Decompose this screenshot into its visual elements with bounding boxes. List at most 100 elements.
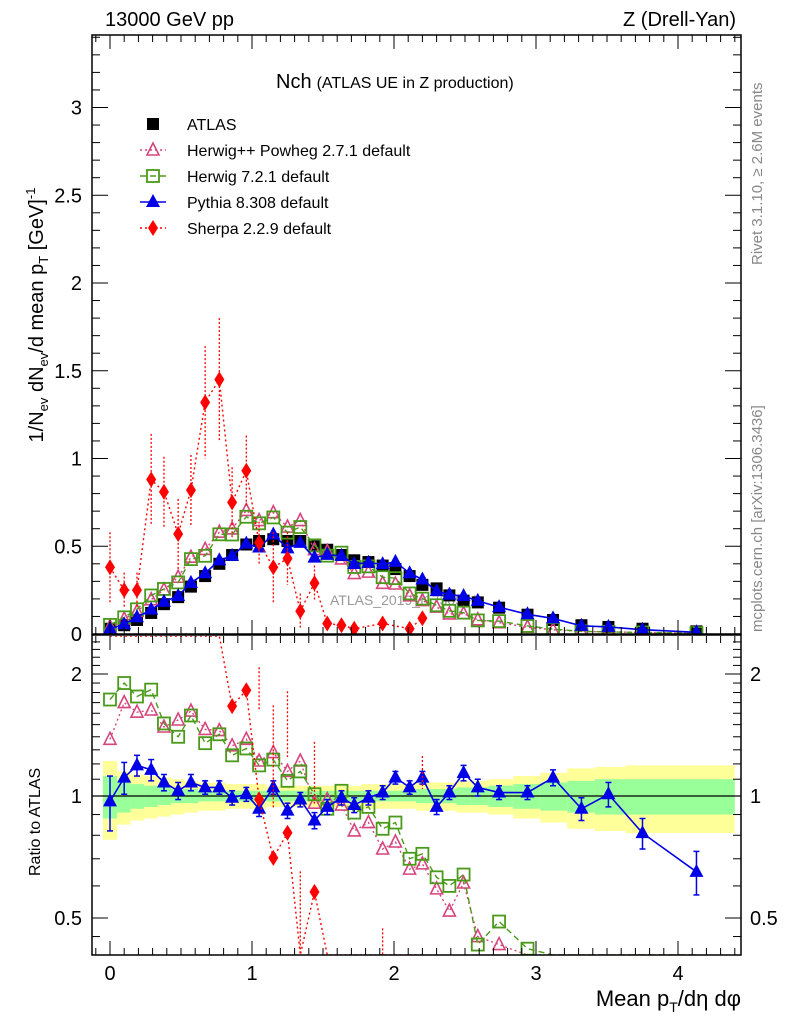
series-2-main-point <box>117 616 132 630</box>
series-2-ratio-point <box>198 779 213 793</box>
series-2-main-point <box>156 593 171 607</box>
y-tick-label: 0.5 <box>54 536 82 558</box>
series-1-ratio-point <box>280 773 295 788</box>
series-2-ratio-point <box>429 798 444 812</box>
series-3-main-point <box>309 575 320 592</box>
series-1-ratio-point <box>415 846 430 861</box>
plot-title: Nch (ATLAS UE in Z production) <box>276 71 514 93</box>
series-1-ratio-point <box>184 708 198 723</box>
series-2-ratio-point <box>546 769 561 783</box>
ratio-uncertainty-bands <box>102 761 735 840</box>
series-2-ratio-point <box>635 825 650 839</box>
series-1-ratio-point <box>103 692 117 707</box>
series-2-main-point <box>442 586 457 600</box>
ratio-tick-label-right: 0.5 <box>750 908 778 930</box>
series-2-ratio-point <box>212 779 227 793</box>
series-3-ratio-point <box>268 849 279 866</box>
series-0-main-point <box>183 548 199 564</box>
axis-ticks <box>92 35 741 955</box>
series-0-ratio-point <box>361 813 376 829</box>
x-tick-label: 4 <box>672 963 683 985</box>
series-2-ratio-point <box>470 779 485 793</box>
series-1-ratio-point <box>429 870 444 885</box>
series-2-ratio-point <box>156 774 171 788</box>
series-2-ratio-point <box>129 757 144 771</box>
y-tick-label: 1 <box>71 449 82 471</box>
series-3-main-point <box>336 617 347 634</box>
series-2-ratio-point <box>280 802 295 816</box>
x-axis-label: Mean pT/dη dφ <box>596 986 741 1015</box>
series-0-ratio-point <box>116 693 132 709</box>
series-3-ratio-point <box>309 883 320 900</box>
series-1-main-point <box>266 510 281 525</box>
series-2-ratio-point <box>103 793 117 807</box>
series-3-ratio-point <box>241 682 252 699</box>
series-1-ratio-point <box>492 914 506 929</box>
series-2-main-point <box>574 617 589 631</box>
band-stat <box>669 779 735 815</box>
series-3-ratio-point <box>282 824 293 841</box>
series-2-ratio-point <box>361 789 376 803</box>
series-0-ratio-point <box>156 718 172 733</box>
series-1-ratio-point <box>239 741 254 756</box>
series-2-main-point <box>546 610 561 624</box>
y-axis-label: 1/Nev dNev/d mean pT [GeV]-1 <box>23 188 51 443</box>
rivet-version-label: Rivet 3.1.10, ≥ 2.6M events <box>749 83 766 266</box>
series-0-ratio-point <box>102 730 118 746</box>
series-1-ratio-point <box>130 689 144 704</box>
series-0-ratio-point <box>143 701 159 716</box>
series-0-ratio-point <box>307 794 322 809</box>
series-2-main-point <box>361 554 376 568</box>
series-2-main-point <box>415 571 430 585</box>
series-3-main-point <box>214 371 225 388</box>
series-3-main-point <box>227 494 238 511</box>
series-2-main-point <box>239 535 254 549</box>
series-2-main-line <box>109 533 697 634</box>
ratio-tick-label-left: 1 <box>71 786 82 808</box>
series-2-ratio-point <box>574 800 589 814</box>
series-1-ratio-point <box>442 879 457 893</box>
series-3-main-point <box>404 620 415 634</box>
series-3-main-point <box>119 582 130 599</box>
series-2-main-point <box>492 599 507 613</box>
ratio-tick-label-left: 0.5 <box>54 908 82 930</box>
y-tick-label: 0 <box>71 624 82 646</box>
series-0-main-point <box>442 605 457 620</box>
series-1-ratio-point <box>212 727 227 742</box>
series-2-ratio-point <box>225 789 240 803</box>
main-plot-series <box>102 318 704 634</box>
series-3-main-point <box>105 559 115 576</box>
series-2-ratio-point <box>144 761 159 775</box>
series-3-main-point <box>254 534 265 551</box>
series-3-main-point <box>131 582 142 599</box>
series-2-main-point <box>183 574 198 588</box>
series-2-main-point <box>293 534 308 548</box>
series-2-main-point <box>601 618 616 632</box>
series-3-main-point <box>322 615 333 632</box>
series-3-main-point <box>377 615 388 632</box>
series-0-ratio-point <box>456 874 471 889</box>
series-1-main-point <box>456 605 471 620</box>
series-0-ratio-point <box>388 833 403 848</box>
series-2-ratio-point <box>520 784 535 798</box>
ratio-frame <box>91 634 742 956</box>
series-0-ratio-point <box>197 720 213 736</box>
series-2-main-point <box>375 556 390 570</box>
series-2-main-point <box>280 540 295 554</box>
series-3-main-point <box>185 482 196 499</box>
series-2-ratio-point <box>117 769 132 783</box>
y-tick-label: 2 <box>71 273 82 295</box>
series-3-ratio-point <box>254 791 265 808</box>
series-0-main-point <box>239 501 254 517</box>
series-2-ratio-point <box>293 791 308 805</box>
ratio-y-axis-label: Ratio to ATLAS <box>27 768 44 876</box>
series-3-main-point <box>268 559 279 576</box>
x-tick-label: 1 <box>246 963 257 985</box>
series-0-ratio-point <box>402 860 417 875</box>
series-1-main-point <box>520 618 535 633</box>
series-3-main-point <box>173 525 184 542</box>
legend-label: Herwig 7.2.1 default <box>187 169 330 186</box>
series-2-ratio-point <box>442 784 457 798</box>
series-2-ratio-point <box>171 782 186 796</box>
series-3-main-point <box>241 462 252 479</box>
